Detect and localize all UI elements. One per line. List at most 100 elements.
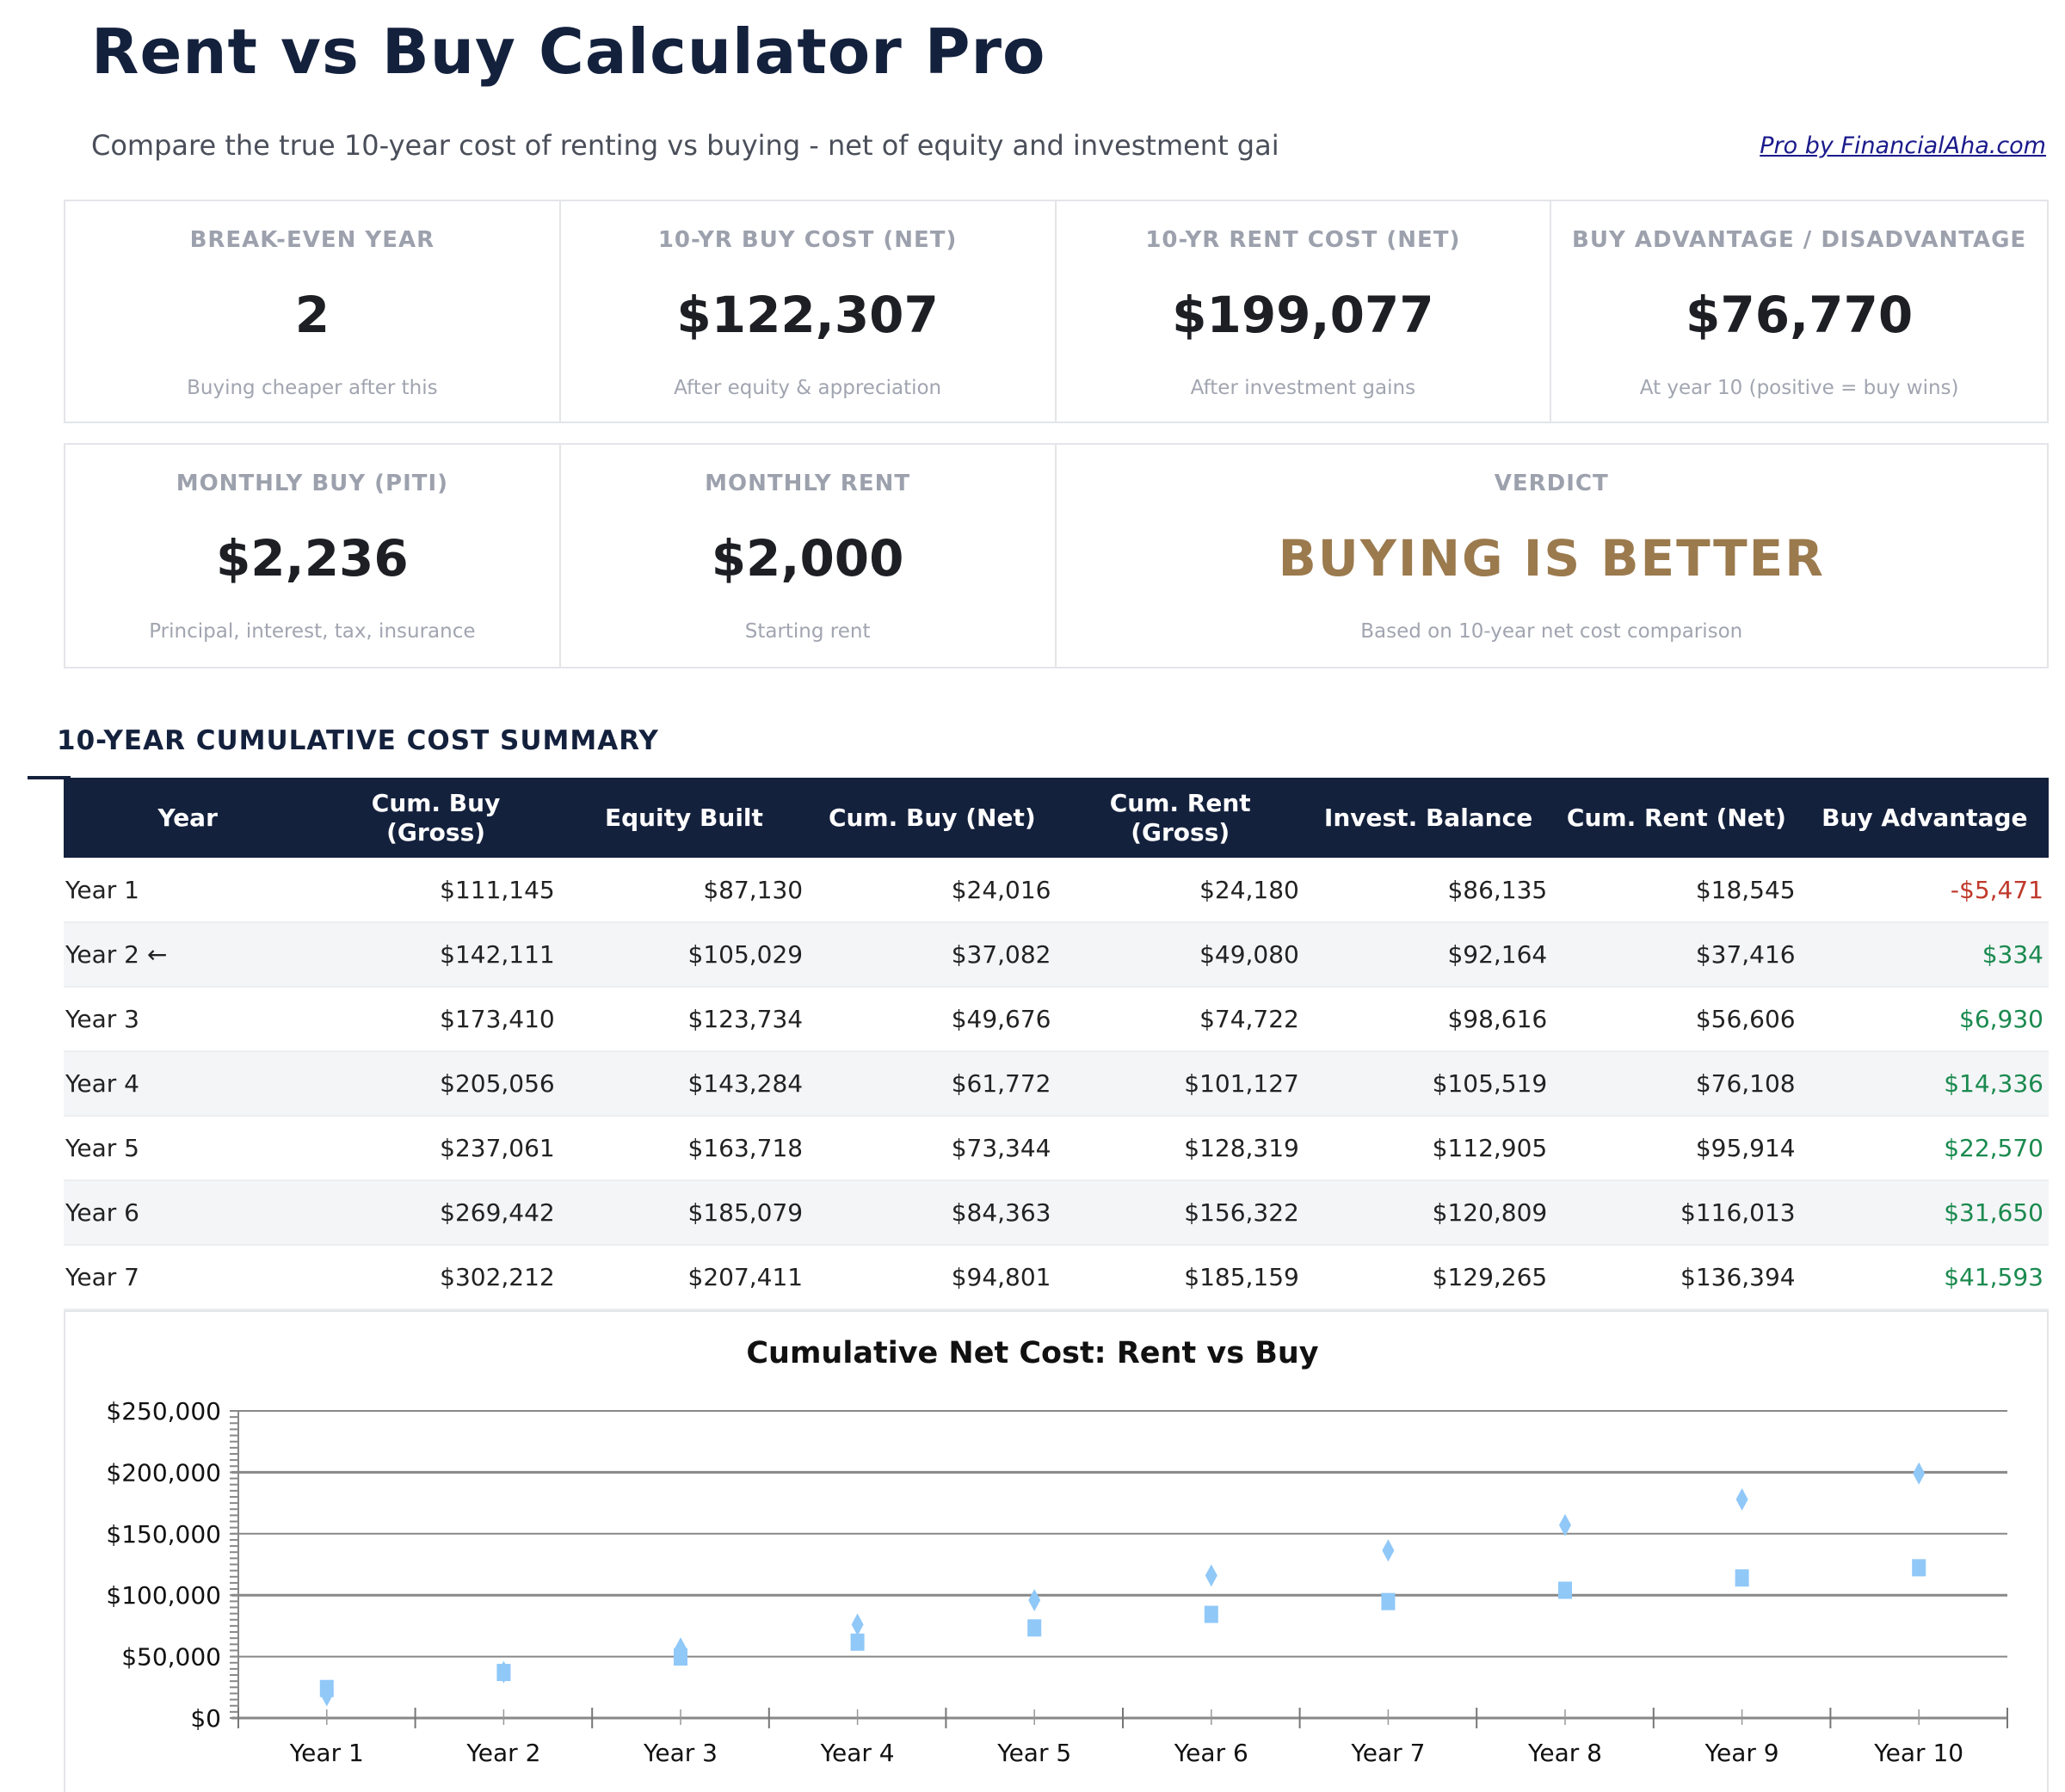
card-value: $2,000	[711, 529, 904, 588]
table-cell: $111,145	[311, 858, 560, 923]
section-divider	[28, 776, 71, 779]
table-cell: $56,606	[1552, 987, 1801, 1052]
rent-net-point	[851, 1613, 864, 1636]
card-monthly-rent: MONTHLY RENT $2,000 Starting rent	[561, 445, 1057, 667]
buy-net-point	[1027, 1619, 1042, 1637]
table-cell: $24,016	[808, 858, 1057, 923]
table-header-row: Year Cum. Buy (Gross) Equity Built Cum. Buy…	[64, 778, 2049, 858]
table-cell: $105,029	[559, 922, 809, 988]
table-cell: $112,905	[1304, 1116, 1553, 1181]
column-header: Buy Advantage	[1800, 778, 2049, 858]
table-cell: -$5,471	[1800, 858, 2049, 923]
table-cell: $37,082	[808, 922, 1057, 988]
card-value: $2,236	[215, 529, 409, 588]
rent-net-point	[1205, 1564, 1217, 1587]
table-cell: $120,809	[1304, 1180, 1553, 1246]
x-tick-label: Year 10	[1873, 1739, 1963, 1767]
chart-title: Cumulative Net Cost: Rent vs Buy	[746, 1336, 1319, 1370]
table-cell: $49,676	[808, 987, 1057, 1052]
card-value: $76,770	[1686, 286, 1914, 344]
table-row: Year 1 $111,145 $87,130 $24,016 $24,180 $86,1…	[64, 858, 2049, 923]
table-cell: $6,930	[1800, 987, 2049, 1052]
table-cell: $185,079	[559, 1180, 809, 1246]
card-sub: Based on 10-year net cost comparison	[1360, 620, 1743, 643]
card-label: 10-YR RENT COST (NET)	[1145, 227, 1461, 253]
x-tick-label: Year 8	[1527, 1739, 1602, 1767]
table-cell: $95,914	[1552, 1116, 1801, 1181]
card-label: MONTHLY BUY (PITI)	[176, 471, 449, 496]
section-title: 10-YEAR CUMULATIVE COST SUMMARY	[57, 725, 659, 756]
y-tick-label: $50,000	[121, 1643, 221, 1672]
column-header: Cum. Buy (Net)	[808, 778, 1057, 858]
table-cell: Year 7	[64, 1245, 312, 1310]
y-tick-label: $200,000	[106, 1458, 221, 1487]
card-label: BREAK-EVEN YEAR	[189, 227, 435, 253]
table-cell: $24,180	[1056, 858, 1304, 923]
table-cell: $49,080	[1056, 922, 1304, 988]
column-header: Cum. Buy (Gross)	[311, 778, 560, 858]
card-label: 10-YR BUY COST (NET)	[657, 227, 958, 253]
card-value: $199,077	[1172, 286, 1434, 344]
table-cell: $116,013	[1552, 1180, 1801, 1246]
table-cell: $92,164	[1304, 922, 1553, 988]
table-cell: $14,336	[1800, 1051, 2049, 1117]
table-cell: $173,410	[311, 987, 560, 1052]
card-sub: Principal, interest, tax, insurance	[149, 620, 476, 643]
x-tick-label: Year 3	[643, 1739, 718, 1767]
page-title: Rent vs Buy Calculator Pro	[91, 15, 1046, 88]
card-sub: Starting rent	[744, 620, 871, 643]
table-cell: $128,319	[1056, 1116, 1304, 1181]
y-tick-label: $100,000	[106, 1581, 221, 1610]
card-value: 2	[294, 286, 330, 344]
table-row: Year 5 $237,061 $163,718 $73,344 $128,319 $11…	[64, 1116, 2049, 1181]
table-cell: $22,570	[1800, 1116, 2049, 1181]
buy-net-point	[1204, 1605, 1218, 1623]
table-cell: Year 1	[64, 858, 312, 923]
table-cell: $143,284	[559, 1051, 809, 1117]
card-label: MONTHLY RENT	[705, 471, 911, 496]
x-tick-label: Year 5	[996, 1739, 1071, 1767]
table-cell: Year 5	[64, 1116, 312, 1181]
card-label: BUY ADVANTAGE / DISADVANTAGE	[1572, 227, 2027, 253]
table-cell: $84,363	[808, 1180, 1057, 1246]
table-cell: $73,344	[808, 1116, 1057, 1181]
buy-net-point	[1381, 1592, 1396, 1610]
table-cell: $269,442	[311, 1180, 560, 1246]
card-monthly-buy: MONTHLY BUY (PITI) $2,236 Principal, inter…	[65, 445, 561, 667]
table-cell: $105,519	[1304, 1051, 1553, 1117]
rent-net-point	[320, 1684, 333, 1707]
table-cell: Year 6	[64, 1180, 312, 1246]
table-row: Year 7 $302,212 $207,411 $94,801 $185,159 $12…	[64, 1245, 2049, 1310]
x-tick-label: Year 9	[1704, 1739, 1779, 1767]
table-cell: $205,056	[311, 1051, 560, 1117]
card-sub: At year 10 (positive = buy wins)	[1639, 377, 1959, 399]
table-cell: Year 4	[64, 1051, 312, 1117]
table-cell: $41,593	[1800, 1245, 2049, 1310]
card-label: VERDICT	[1494, 471, 1609, 496]
rent-net-point	[1028, 1589, 1041, 1612]
financialaha-link[interactable]: Pro by FinancialAha.com	[1760, 132, 2046, 159]
table-cell: $31,650	[1800, 1180, 2049, 1246]
column-header: Invest. Balance	[1304, 778, 1553, 858]
table-cell: $136,394	[1552, 1245, 1801, 1310]
table-cell: Year 2 ←	[64, 922, 312, 988]
chart-container	[64, 1310, 2049, 1792]
page-subtitle: Compare the true 10-year cost of renting…	[91, 129, 1279, 162]
rent-net-point	[1559, 1513, 1571, 1536]
table-cell: $142,111	[311, 922, 560, 988]
table-row: Year 4 $205,056 $143,284 $61,772 $101,127 $10…	[64, 1051, 2049, 1117]
card-break-even-year: BREAK-EVEN YEAR 2 Buying cheaper after thi…	[65, 201, 561, 422]
rent-net-point	[675, 1637, 687, 1660]
table-cell: $87,130	[559, 858, 809, 923]
card-buy-advantage: BUY ADVANTAGE / DISADVANTAGE $76,770 At ye…	[1551, 201, 2047, 422]
table-cell: $74,722	[1056, 987, 1304, 1052]
table-row: Year 6 $269,442 $185,079 $84,363 $156,322 $12…	[64, 1180, 2049, 1246]
verdict-value: BUYING IS BETTER	[1278, 529, 1825, 588]
buy-net-point	[1912, 1559, 1926, 1577]
rent-net-point	[1735, 1487, 1748, 1511]
buy-net-point	[1735, 1569, 1749, 1587]
table-cell: $18,545	[1552, 858, 1801, 923]
table-cell: $156,322	[1056, 1180, 1304, 1246]
column-header: Cum. Rent (Gross)	[1056, 778, 1304, 858]
